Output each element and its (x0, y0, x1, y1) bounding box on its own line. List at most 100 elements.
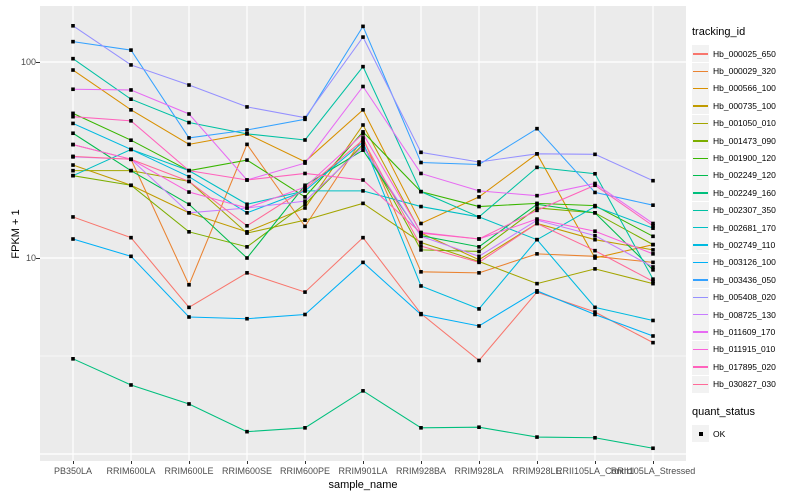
line-swatch-icon (693, 348, 708, 351)
data-point (129, 383, 133, 387)
data-point (71, 173, 75, 178)
x-tick-label: RRIM928BA (395, 466, 447, 476)
data-point (593, 305, 597, 310)
data-point (477, 260, 481, 265)
legend-item: Hb_000029_320 (692, 62, 798, 80)
data-point (245, 245, 249, 249)
legend-key-swatch (692, 306, 709, 324)
data-point (71, 237, 75, 241)
data-point (651, 242, 655, 247)
data-point (477, 254, 481, 259)
data-point (593, 171, 597, 176)
data-point (651, 178, 655, 183)
data-point (303, 218, 307, 222)
data-point (419, 160, 423, 165)
x-tick-mark (131, 461, 132, 464)
data-point (361, 84, 365, 89)
line-swatch-icon (693, 105, 708, 107)
y-tick-label: 100 (20, 57, 36, 67)
data-point (419, 426, 423, 430)
x-tick-label: RRII105LA_Stressed (610, 466, 696, 476)
legend-key-swatch (692, 132, 709, 150)
data-point (651, 226, 655, 230)
legend-key-swatch (692, 79, 709, 97)
data-point (245, 128, 249, 132)
data-point (245, 316, 249, 321)
line-swatch-icon (693, 140, 708, 142)
data-point (651, 334, 655, 338)
legend-item-label: Hb_011609_170 (713, 326, 776, 337)
line-swatch-icon (693, 244, 708, 246)
data-point (187, 305, 191, 310)
data-point (593, 211, 597, 215)
legend-item: Hb_003436_050 (692, 271, 798, 289)
data-point (71, 24, 75, 28)
data-point (187, 120, 191, 125)
data-point (593, 237, 597, 242)
x-tick-label: RRIM901LA (338, 466, 388, 476)
data-point (129, 147, 133, 152)
data-point (361, 235, 365, 240)
data-point (245, 206, 249, 210)
x-tick-mark (653, 461, 654, 464)
x-tick-label: RRII105LA_Control (555, 466, 635, 476)
data-point (71, 131, 75, 136)
legend-key-swatch (692, 166, 709, 184)
legend-item: Hb_002681_170 (692, 219, 798, 237)
data-point (419, 189, 423, 194)
legend-item-label: Hb_002249_120 (713, 170, 776, 181)
legend-key-swatch (692, 253, 709, 271)
data-point (593, 267, 597, 271)
x-tick-mark (73, 461, 74, 464)
x-tick-label: RRIM600SE (221, 466, 273, 476)
data-point (651, 203, 655, 207)
data-point (535, 237, 539, 242)
data-point (303, 187, 307, 191)
data-point (535, 217, 539, 221)
data-point (187, 230, 191, 234)
x-axis-title: sample_name (328, 479, 398, 491)
data-point (303, 290, 307, 294)
data-point (361, 136, 365, 140)
data-point (245, 231, 249, 235)
legend-item-label: Hb_011915_010 (713, 344, 776, 355)
data-point (477, 271, 481, 275)
data-point (419, 284, 423, 288)
data-point (535, 281, 539, 286)
data-point (651, 277, 655, 281)
data-point (419, 204, 423, 209)
data-point (651, 318, 655, 323)
data-point (593, 256, 597, 260)
line-swatch-icon (693, 70, 708, 72)
data-point (71, 87, 75, 92)
plot-panel (40, 6, 686, 461)
line-swatch-icon (693, 53, 708, 55)
data-point (651, 248, 655, 252)
data-point (361, 178, 365, 182)
data-point (651, 221, 655, 226)
data-point (535, 193, 539, 198)
data-point (361, 123, 365, 127)
data-point (651, 260, 655, 265)
line-swatch-icon (693, 261, 708, 264)
legend-item-label: Hb_002681_170 (713, 222, 776, 233)
data-point (361, 189, 365, 193)
legend-item-label: Hb_002749_110 (713, 239, 776, 250)
data-point (419, 150, 423, 155)
legend-key-swatch (692, 375, 709, 393)
data-point (303, 185, 307, 189)
data-point (651, 234, 655, 239)
x-tick-label: RRIM600PE (279, 466, 331, 476)
legend-item: Hb_017895_020 (692, 358, 798, 376)
data-point (535, 152, 539, 156)
data-point (477, 160, 481, 164)
data-point (535, 208, 539, 213)
data-point (593, 248, 597, 253)
data-point (129, 48, 133, 52)
data-point (361, 132, 365, 136)
x-tick-label: PB350LA (53, 466, 93, 476)
data-point (477, 425, 481, 430)
data-point (71, 163, 75, 167)
data-point (129, 97, 133, 101)
